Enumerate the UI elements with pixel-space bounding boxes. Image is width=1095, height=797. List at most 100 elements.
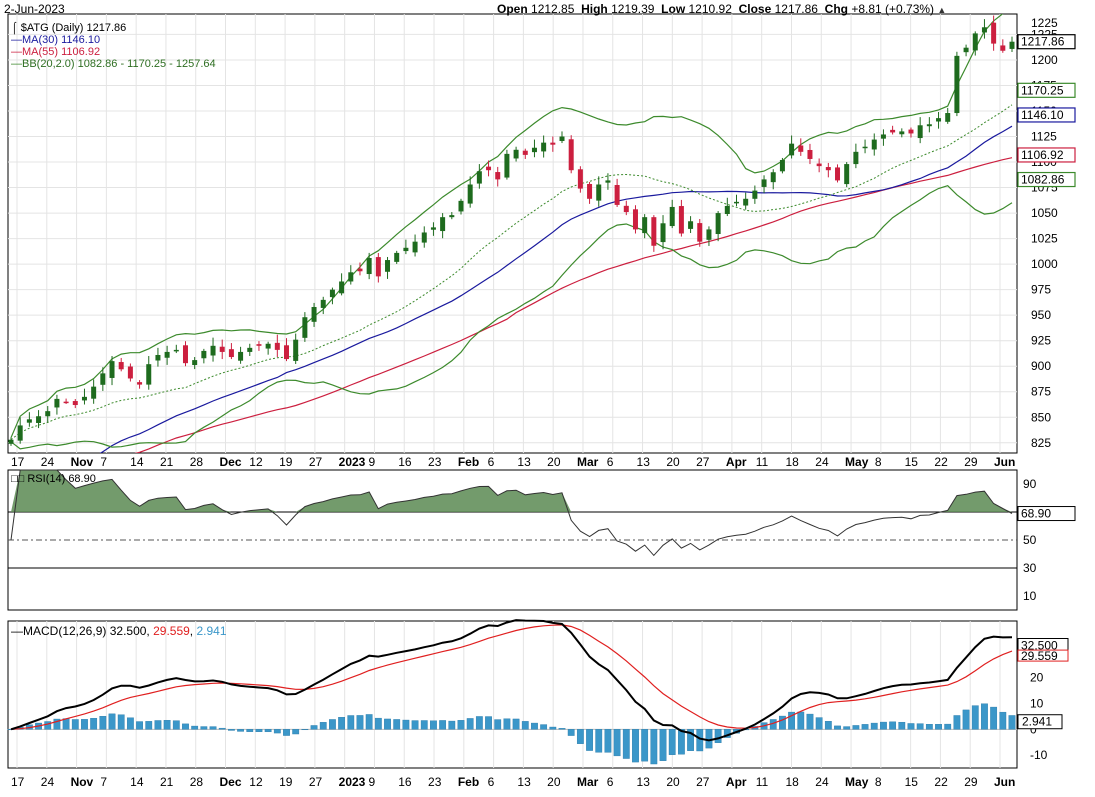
candle-body (559, 136, 565, 142)
candle-body (45, 411, 51, 417)
candle-body (770, 172, 776, 183)
macd-tick-label: 20 (1030, 671, 1044, 685)
close-label: Close (738, 2, 772, 16)
candle-body (8, 439, 14, 444)
x-tick-label: 21 (160, 455, 174, 469)
x-tick-label: 21 (160, 775, 174, 789)
x-tick-label: 29 (964, 455, 978, 469)
macd-histogram-bar (806, 713, 814, 730)
x-tick-label: 24 (815, 455, 829, 469)
candle-body (26, 419, 32, 423)
macd-histogram-bar (136, 721, 143, 730)
x-tick-label: Feb (458, 455, 479, 469)
macd-legend: —MACD(12,26,9) 32.500, 29.559, 2.941 (11, 624, 227, 638)
macd-histogram-bar (788, 711, 795, 730)
candle-body (357, 268, 363, 272)
x-tick-label: 18 (785, 455, 799, 469)
ma30-value-label-box (1017, 107, 1076, 123)
candle-body (320, 299, 326, 308)
candle-body (963, 47, 969, 53)
candle-body (844, 164, 850, 185)
rsi-label: RSI(14) 68.90 (27, 473, 96, 485)
macd-histogram-bar (925, 724, 933, 730)
macd-histogram-bar (255, 729, 263, 732)
candle-body (724, 205, 730, 215)
macd-value-label: 32.500 (1021, 639, 1058, 653)
candle-body (587, 183, 593, 199)
macd-histogram-bar (145, 721, 153, 730)
candle-body (495, 172, 501, 180)
x-tick-label: 27 (309, 775, 323, 789)
candle-body (697, 223, 703, 242)
ma55-legend: —MA(55) 1106.92 (11, 46, 101, 58)
candle-body (36, 416, 42, 423)
x-tick-label: Jun (994, 775, 1015, 789)
macd-histogram-bar (714, 729, 722, 743)
bb-upper-line (10, 14, 1004, 438)
candle-body (623, 205, 629, 213)
candle-body (210, 345, 216, 356)
candle-body (522, 150, 528, 155)
ma30-label: MA(30) 1146.10 (22, 34, 101, 46)
signal-value: 29.559 (153, 624, 190, 638)
x-tick-label: 9 (368, 455, 375, 469)
candle-body (412, 241, 418, 253)
macd-histogram-bar (301, 729, 309, 731)
candle-body (201, 350, 207, 359)
x-tick-label: 15 (905, 775, 919, 789)
y-tick-label: 900 (1031, 359, 1051, 373)
macd-value: 32.500 (109, 624, 147, 638)
chg-value: +8.81 (+0.73%) (851, 2, 935, 16)
y-tick-label: 950 (1031, 308, 1051, 322)
candle-body (109, 361, 115, 378)
macd-histogram-bar (650, 729, 658, 765)
candle-body (936, 118, 942, 122)
ma30-legend: —MA(30) 1146.10 (11, 34, 101, 46)
y-tick-label: 1000 (1031, 257, 1058, 271)
macd-histogram-bar (117, 714, 125, 730)
candle-body (816, 163, 822, 167)
macd-histogram-bar (90, 718, 98, 730)
x-tick-label: Nov (71, 455, 94, 469)
macd-histogram-bar (843, 726, 851, 730)
y-tick-label: 1200 (1031, 53, 1058, 67)
candle-body (173, 349, 179, 352)
y-tick-label: 875 (1031, 385, 1051, 399)
candle-body (164, 351, 170, 358)
macd-histogram-bar (944, 723, 952, 730)
candle-body (256, 344, 262, 346)
candle-body (394, 252, 400, 262)
candle-body (926, 124, 932, 127)
macd-histogram-bar (365, 714, 373, 730)
macd-histogram-bar (990, 706, 998, 730)
macd-histogram-bar (503, 718, 511, 730)
candle-body (302, 317, 308, 338)
macd-histogram-bar (595, 729, 603, 753)
x-tick-label: 13 (517, 775, 531, 789)
candle-body (550, 142, 556, 145)
candle-body (880, 134, 886, 139)
y-tick-label: 1125 (1031, 130, 1057, 144)
macd-histogram-bar (687, 729, 694, 751)
x-tick-label: 28 (190, 775, 204, 789)
x-tick-label: 17 (11, 455, 25, 469)
macd-histogram-bar (485, 716, 492, 730)
macd-histogram-bar (374, 717, 382, 730)
macd-histogram-bar (558, 728, 566, 730)
macd-histogram-bar (402, 719, 410, 730)
candle-body (265, 343, 271, 349)
x-tick-label: 7 (100, 775, 107, 789)
high-label: High (581, 2, 608, 16)
macd-histogram-bar (81, 719, 88, 730)
macd-histogram-bar (448, 720, 456, 730)
macd-histogram-bar (797, 711, 805, 730)
x-tick-label: 27 (696, 455, 710, 469)
candle-body (614, 185, 620, 205)
candle-body (678, 206, 684, 234)
candle-body (981, 27, 987, 33)
candle-body (660, 223, 666, 243)
candle-body (348, 272, 354, 282)
candle-body (688, 221, 694, 229)
bb-mid-label: 1170.25 (1021, 83, 1064, 97)
rsi-tick-label: 50 (1023, 533, 1037, 547)
